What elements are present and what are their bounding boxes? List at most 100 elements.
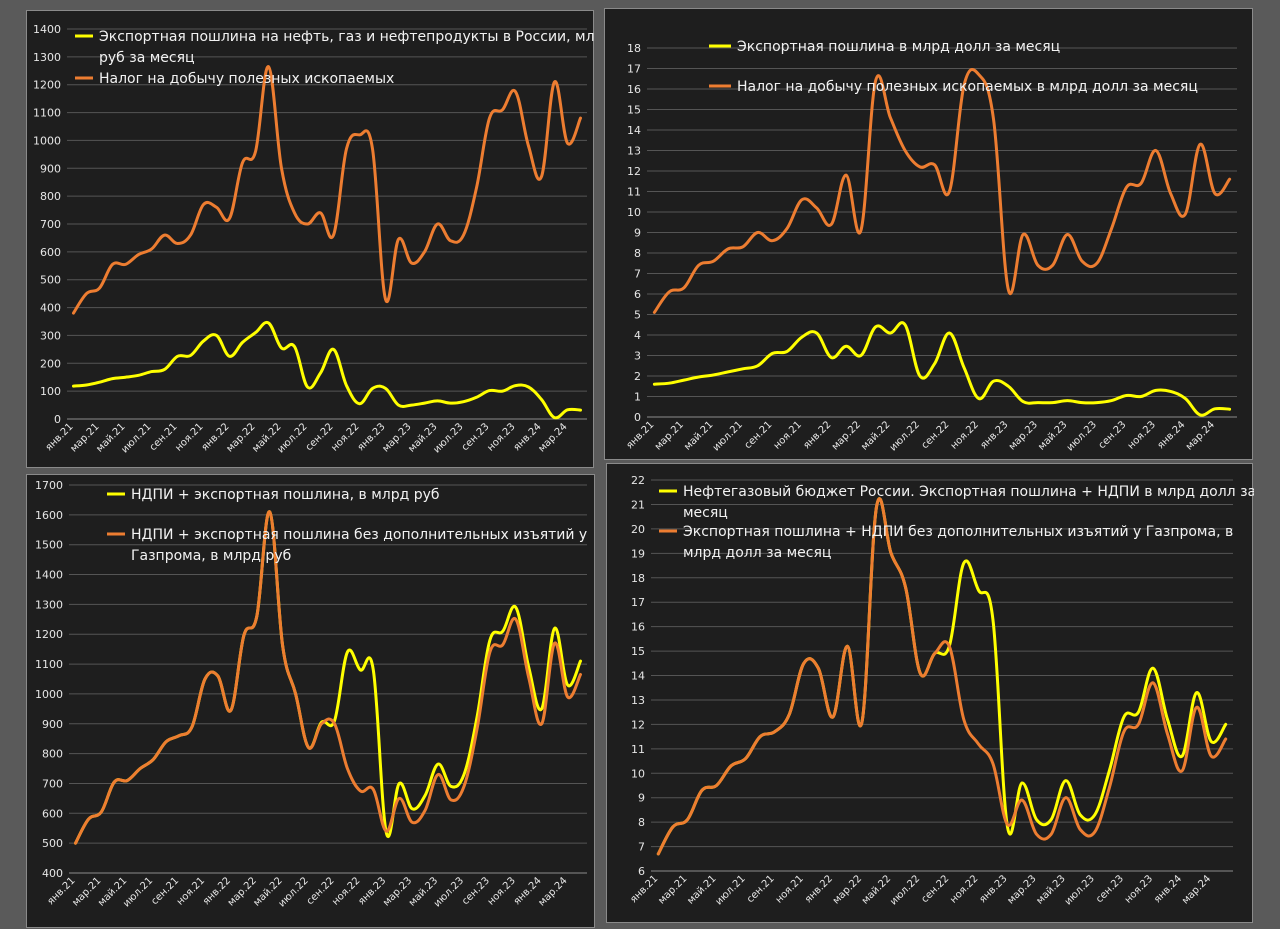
x-tick-label: ноя.23 [1126, 419, 1158, 451]
y-tick-label: 200 [40, 357, 61, 370]
x-tick-label: мар.23 [1006, 873, 1039, 906]
y-tick-label: 400 [42, 867, 63, 880]
legend-label: НДПИ + экспортная пошлина, в млрд руб [131, 487, 440, 503]
x-tick-label: мар.22 [831, 873, 864, 906]
x-tick-label: июл.23 [1063, 873, 1097, 907]
x-tick-label: ноя.22 [329, 421, 361, 453]
y-tick-label: 11 [627, 186, 641, 199]
chart-panel-bottom-left: 400 500 600 700 800 900 1000 1100 1200 1300 1400 15… [26, 474, 595, 928]
chart-svg: 400 500 600 700 800 900 1000 1100 1200 1300 1400 15… [35, 479, 587, 909]
chart-panel-bottom-right: 6 7 8 9 10 11 12 13 14 15 16 17 18 19 20 21 22 янв.21 мар.… [606, 463, 1254, 923]
y-tick-label: 1100 [35, 658, 63, 671]
y-tick-label: 700 [42, 777, 63, 790]
x-tick-label: ноя.23 [486, 875, 518, 907]
series-line-orange [74, 510, 582, 845]
x-tick-label: мар.24 [1180, 873, 1213, 906]
x-tick-label: мар.24 [537, 875, 570, 908]
y-tick-label: 4 [634, 329, 641, 342]
y-tick-label: 1300 [33, 51, 61, 64]
x-tick-label: сен.21 [743, 419, 775, 451]
x-tick-label: июл.23 [1065, 419, 1099, 453]
x-tick-label: июл.21 [711, 419, 745, 453]
x-tick-label: май.21 [685, 873, 718, 906]
x-tick-label: май.23 [1035, 873, 1068, 906]
y-tick-label: 20 [631, 523, 645, 536]
y-tick-label: 700 [40, 218, 61, 231]
x-tick-label: сен.23 [1094, 873, 1126, 905]
x-tick-label: ноя.21 [774, 873, 806, 905]
x-tick-label: май.22 [860, 873, 893, 906]
y-tick-label: 7 [638, 841, 645, 854]
y-tick-label: 1700 [35, 479, 63, 492]
legend-label: Газпрома, в млрд руб [131, 548, 291, 564]
legend-label: НДПИ + экспортная пошлина без дополнител… [131, 527, 587, 543]
legend-label: Экспортная пошлина в млрд долл за месяц [737, 39, 1060, 55]
x-tick-label: ноя.21 [175, 875, 207, 907]
y-tick-label: 1600 [35, 509, 63, 522]
y-tick-label: 800 [40, 190, 61, 203]
x-tick-label: мар.23 [1007, 419, 1040, 452]
y-tick-label: 16 [627, 83, 641, 96]
x-tick-label: ноя.23 [485, 421, 517, 453]
x-tick-label: ноя.22 [948, 873, 980, 905]
x-tick-label: мар.24 [1184, 419, 1217, 452]
x-tick-label: янв.22 [803, 873, 835, 905]
series-line-orange [656, 497, 1228, 856]
y-tick-label: 1200 [33, 79, 61, 92]
x-tick-label: ноя.21 [173, 421, 205, 453]
y-tick-label: 500 [42, 837, 63, 850]
x-tick-label: июл.21 [714, 873, 748, 907]
x-tick-label: янв.23 [978, 873, 1010, 905]
y-tick-label: 17 [631, 596, 645, 609]
y-tick-label: 16 [631, 621, 645, 634]
legend-label: месяц [683, 505, 728, 521]
y-tick-label: 1200 [35, 628, 63, 641]
x-tick-label: янв.21 [628, 873, 660, 905]
x-tick-label: янв.24 [1155, 419, 1187, 451]
y-tick-label: 9 [638, 792, 645, 805]
y-tick-label: 900 [40, 162, 61, 175]
y-tick-label: 1500 [35, 539, 63, 552]
x-tick-label: май.21 [682, 419, 715, 452]
y-tick-label: 900 [42, 718, 63, 731]
y-tick-label: 100 [40, 385, 61, 398]
x-tick-label: июл.22 [888, 873, 922, 907]
y-tick-label: 11 [631, 743, 645, 756]
chart-svg: 678910111213141516171819202122янв.21мар.… [628, 474, 1254, 907]
y-tick-label: 6 [638, 865, 645, 878]
x-tick-label: май.22 [859, 419, 892, 452]
x-tick-label: янв.21 [624, 419, 656, 451]
x-tick-label: сен.22 [920, 873, 952, 905]
x-tick-label: янв.22 [801, 419, 833, 451]
y-tick-label: 1400 [35, 569, 63, 582]
y-tick-label: 0 [54, 413, 61, 426]
x-tick-label: сен.22 [920, 419, 952, 451]
y-tick-label: 6 [634, 288, 641, 301]
y-tick-label: 14 [631, 670, 645, 683]
chart-svg: 0123456789101112131415161718янв.21мар.21… [624, 39, 1237, 453]
x-tick-label: сен.23 [1097, 419, 1129, 451]
y-tick-label: 1100 [33, 107, 61, 120]
legend-label: Налог на добычу полезных ископаемых в мл… [737, 79, 1198, 95]
x-tick-label: ноя.22 [330, 875, 362, 907]
legend-label: Нефтегазовый бюджет России. Экспортная п… [683, 484, 1254, 500]
series-line-yellow [72, 320, 582, 420]
x-tick-label: сен.21 [745, 873, 777, 905]
y-tick-label: 17 [627, 63, 641, 76]
series-line-orange [652, 68, 1232, 314]
x-tick-label: май.23 [1036, 419, 1069, 452]
legend-label: Налог на добычу полезных ископаемых [99, 71, 394, 87]
y-tick-label: 5 [634, 309, 641, 322]
y-tick-label: 15 [627, 104, 641, 117]
x-tick-label: ноя.21 [772, 419, 804, 451]
y-tick-label: 0 [634, 411, 641, 424]
y-tick-label: 13 [631, 694, 645, 707]
y-tick-label: 1000 [33, 134, 61, 147]
y-tick-label: 8 [638, 816, 645, 829]
x-tick-label: мар.21 [653, 419, 686, 452]
y-tick-label: 1300 [35, 598, 63, 611]
y-tick-label: 14 [627, 124, 641, 137]
legend-label: руб за месяц [99, 50, 195, 66]
y-tick-label: 12 [631, 718, 645, 731]
chart-panel-top-right: 0 1 2 3 4 5 6 7 8 9 10 11 12 13 14 15 16 17 18 янв.21 мар.21… [604, 8, 1253, 460]
